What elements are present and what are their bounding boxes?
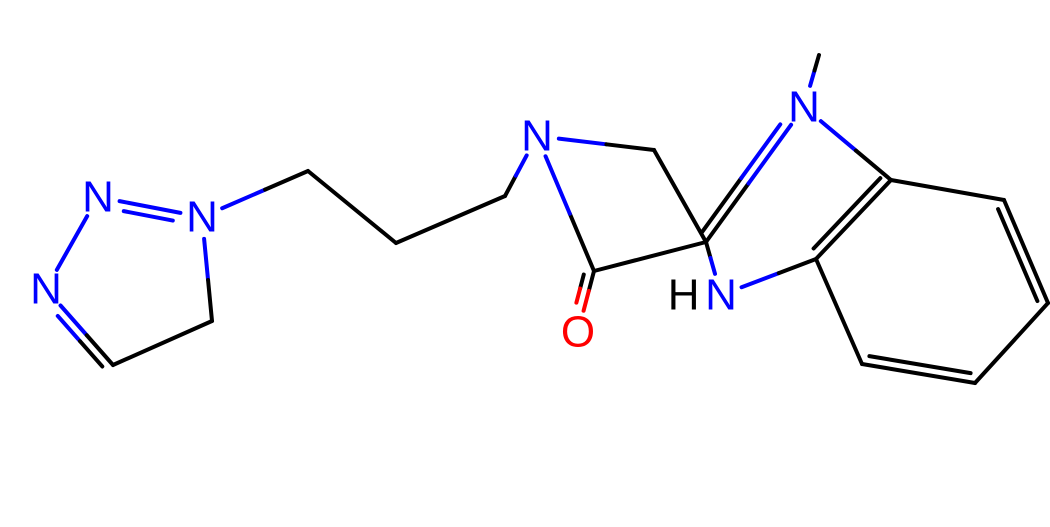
bond-line bbox=[749, 125, 792, 184]
bond-line bbox=[706, 242, 711, 258]
bond-line bbox=[702, 178, 741, 232]
bond-line bbox=[862, 364, 975, 383]
bond-line bbox=[606, 144, 654, 150]
n-atom-label: N bbox=[82, 173, 114, 222]
bond-line bbox=[222, 190, 265, 209]
bond-line bbox=[815, 55, 819, 70]
bond-line bbox=[891, 180, 1004, 200]
bond-line bbox=[505, 176, 516, 196]
bond-line bbox=[998, 209, 1037, 301]
n-atom-label: N bbox=[30, 265, 62, 314]
o-atom-label: O bbox=[561, 308, 595, 357]
bond-line bbox=[869, 356, 970, 373]
bond-line bbox=[816, 180, 891, 259]
chemical-structure: NNNNONHN bbox=[0, 0, 1050, 527]
n-atom-label: N bbox=[521, 112, 553, 161]
bond-line bbox=[821, 121, 856, 150]
bond-line bbox=[265, 171, 308, 190]
bond-line bbox=[87, 335, 113, 365]
svg-text:N: N bbox=[186, 193, 218, 242]
bond-line bbox=[124, 211, 173, 220]
bond-line bbox=[570, 214, 594, 271]
bond-line bbox=[396, 196, 505, 243]
bond-line bbox=[594, 242, 706, 271]
bond-line bbox=[742, 273, 779, 287]
bond-line bbox=[208, 280, 212, 321]
svg-text:N: N bbox=[82, 173, 114, 222]
bond-line bbox=[856, 151, 891, 180]
svg-text:H: H bbox=[668, 271, 700, 320]
n-atom-label: N bbox=[788, 83, 820, 132]
bond-line bbox=[559, 139, 607, 145]
n-atom-label: NH bbox=[668, 271, 737, 320]
bond-line bbox=[308, 171, 396, 243]
bond-line bbox=[113, 321, 212, 365]
bond-line bbox=[204, 239, 208, 280]
bond-line bbox=[61, 306, 87, 336]
svg-text:O: O bbox=[561, 308, 595, 357]
bond-line bbox=[814, 178, 881, 248]
bond-line bbox=[546, 156, 570, 213]
svg-text:N: N bbox=[788, 83, 820, 132]
bond-line bbox=[975, 303, 1048, 383]
bond-line bbox=[654, 150, 706, 242]
bond-line bbox=[741, 124, 780, 178]
bond-line bbox=[706, 183, 749, 242]
bond-line bbox=[57, 216, 87, 270]
bond-line bbox=[576, 289, 580, 303]
bond-line bbox=[58, 316, 80, 341]
bond-line bbox=[1004, 200, 1048, 303]
bond-line bbox=[589, 271, 594, 291]
bond-line bbox=[580, 275, 584, 289]
bond-line bbox=[80, 341, 102, 366]
svg-text:N: N bbox=[705, 271, 737, 320]
n-atom-label: N bbox=[186, 193, 218, 242]
bond-line bbox=[779, 259, 816, 273]
bond-line bbox=[816, 259, 862, 364]
svg-text:N: N bbox=[30, 265, 62, 314]
svg-text:N: N bbox=[521, 112, 553, 161]
